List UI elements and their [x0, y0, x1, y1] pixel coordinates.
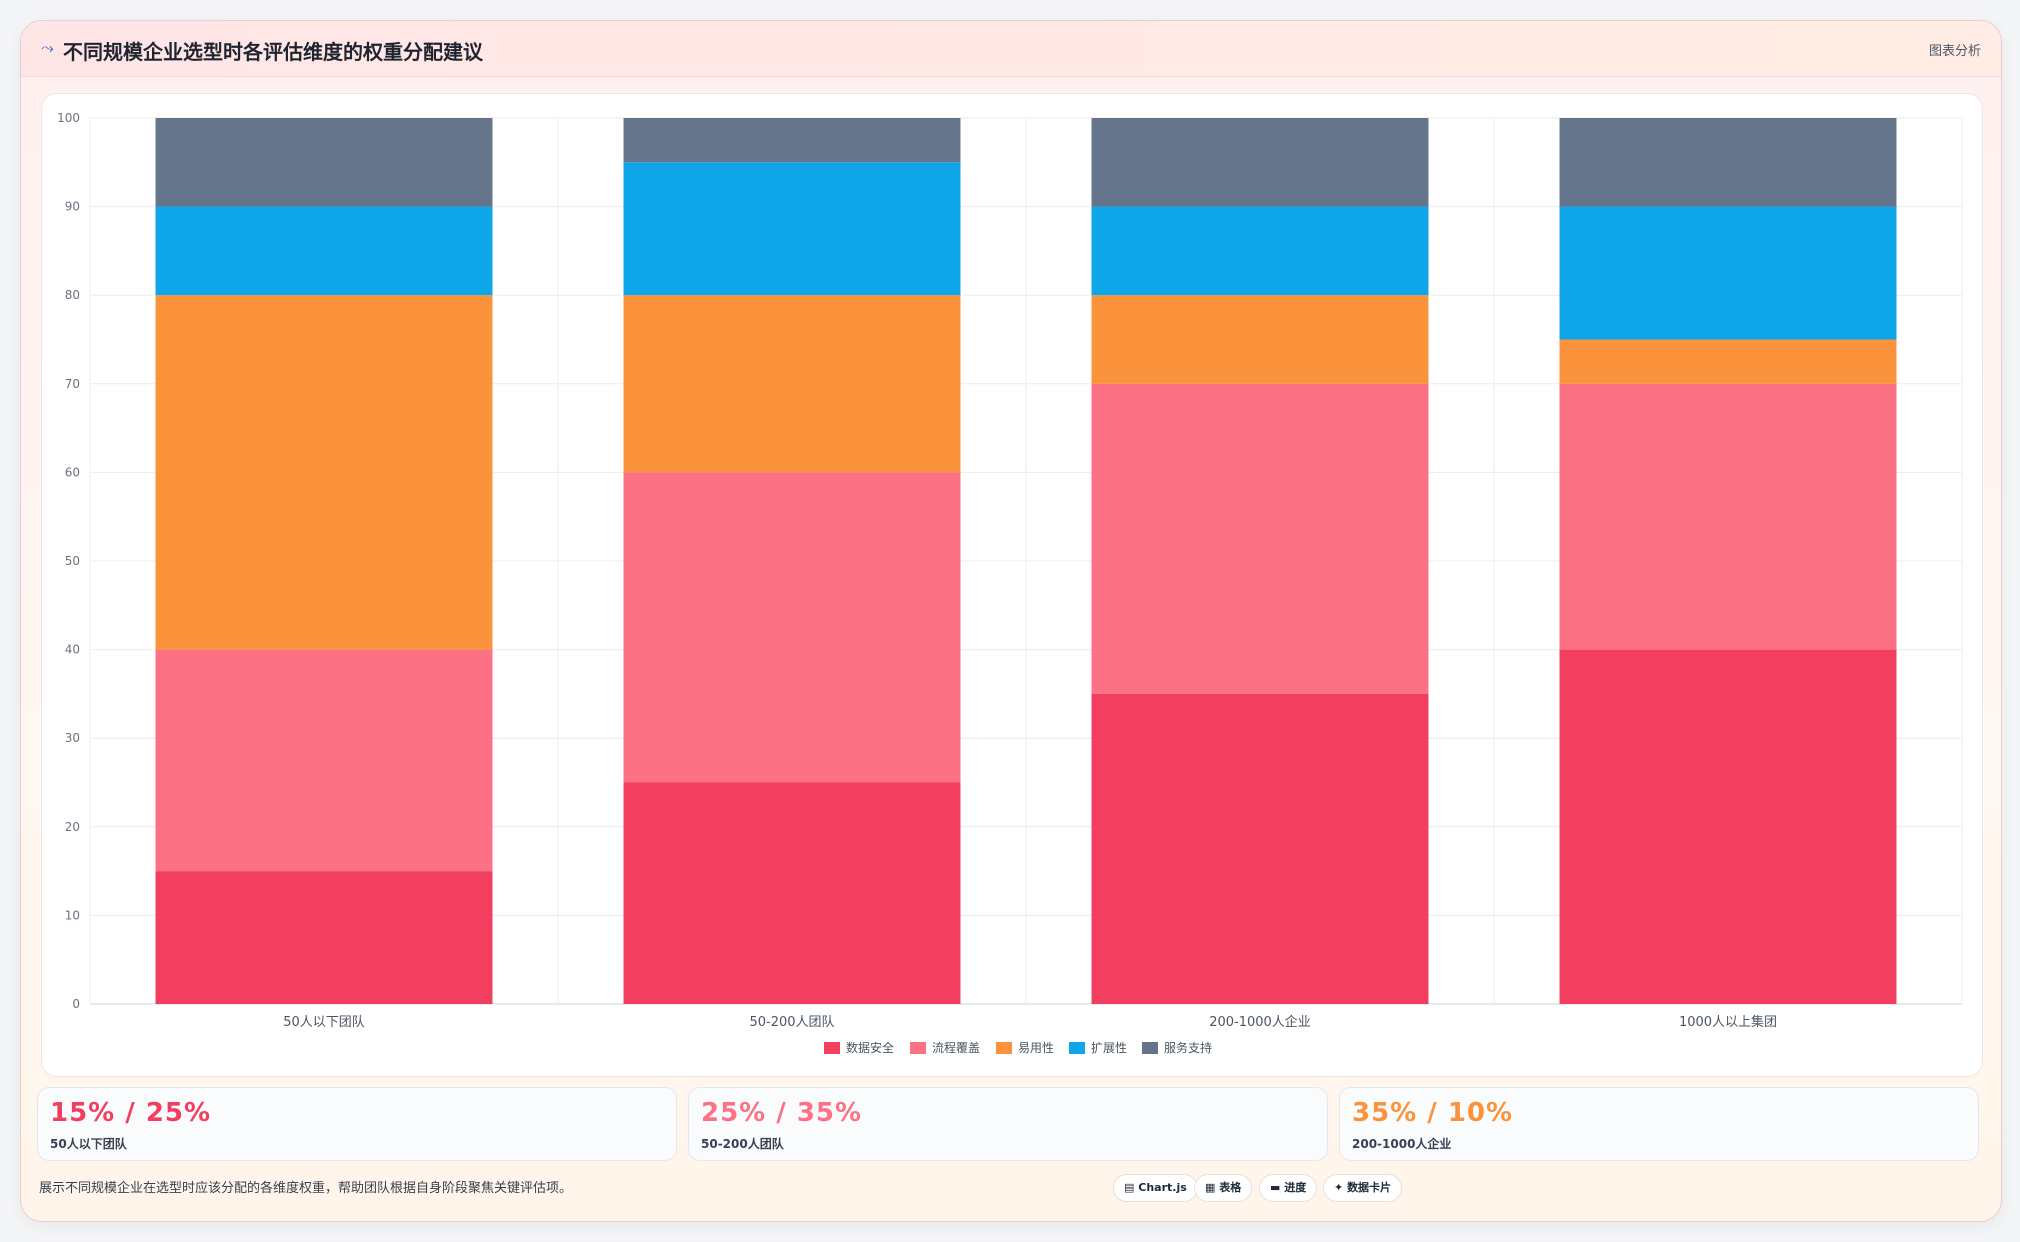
x-tick-label: 200-1000人企业 — [1209, 1014, 1311, 1030]
chart-panel: ⤳ 不同规模企业选型时各评估维度的权重分配建议 图表分析 0 10 20 30 40 50… — [20, 20, 2002, 1222]
panel-header: ⤳ 不同规模企业选型时各评估维度的权重分配建议 图表分析 — [21, 21, 2001, 77]
x-tick-label: 50人以下团队 — [283, 1015, 365, 1030]
bar-segment — [1091, 118, 1429, 207]
bar-segment — [155, 118, 493, 207]
stat-label: 200-1000人企业 — [1352, 1137, 1452, 1151]
bar-segment — [623, 118, 961, 163]
stat-card-2: 25% / 35% 50-200人团队 — [688, 1087, 1328, 1161]
tag-table[interactable]: ▦ 表格 — [1194, 1174, 1253, 1202]
chart-card: 0 10 20 30 40 50 60 70 80 90 100 50人以下团队 50-200人团队 20… — [41, 93, 1983, 1077]
y-tick-label: 80 — [65, 288, 80, 302]
y-tick-label: 60 — [65, 465, 80, 479]
tag-label: 进度 — [1284, 1181, 1307, 1194]
legend-swatch — [824, 1042, 840, 1054]
tag-label: Chart.js — [1138, 1181, 1187, 1194]
y-tick-label: 50 — [65, 554, 80, 568]
y-tick-label: 100 — [57, 111, 80, 125]
y-tick-label: 10 — [65, 908, 80, 922]
legend-swatch — [996, 1042, 1012, 1054]
bar-segment — [1559, 383, 1897, 650]
stat-value: 35% / 10% — [1352, 1098, 1514, 1128]
chart-analysis-badge: 图表分析 — [1928, 44, 1981, 59]
legend-swatch — [910, 1042, 926, 1054]
stat-label: 50-200人团队 — [701, 1137, 784, 1151]
stat-value: 25% / 35% — [701, 1098, 863, 1128]
legend-label: 扩展性 — [1091, 1041, 1127, 1055]
legend-label: 易用性 — [1018, 1041, 1054, 1055]
y-tick-label: 40 — [65, 643, 80, 657]
sparkle-icon: ✦ — [1334, 1181, 1344, 1194]
bar-segment — [1559, 206, 1897, 340]
tag-data-card[interactable]: ✦ 数据卡片 — [1323, 1174, 1403, 1202]
y-tick-label: 90 — [65, 200, 80, 214]
legend-label: 流程覆盖 — [932, 1040, 980, 1055]
tag-chartjs[interactable]: ▤ Chart.js — [1113, 1174, 1198, 1202]
bar-segment — [1559, 118, 1897, 207]
bar-segment — [1559, 339, 1897, 384]
bar-segment — [623, 295, 961, 473]
legend-label: 服务支持 — [1164, 1040, 1212, 1055]
tag-label: 数据卡片 — [1347, 1181, 1392, 1194]
bar-segment — [155, 649, 493, 872]
tag-progress[interactable]: ▬ 进度 — [1259, 1174, 1318, 1202]
y-tick-label: 30 — [65, 731, 80, 745]
tag-label: 表格 — [1219, 1181, 1242, 1194]
bar-segment — [623, 162, 961, 296]
stat-card-3: 35% / 10% 200-1000人企业 — [1339, 1087, 1979, 1161]
table-icon: ▦ — [1205, 1181, 1216, 1194]
bar-segment — [623, 782, 961, 1004]
page-title: 不同规模企业选型时各评估维度的权重分配建议 — [63, 40, 483, 64]
bar-segment — [1091, 206, 1429, 296]
stacked-bar-chart: 0 10 20 30 40 50 60 70 80 90 100 50人以下团队 50-200人团队 20… — [57, 111, 1963, 1055]
chart-line-icon: ⤳ — [41, 38, 54, 57]
bar-segment — [1091, 383, 1429, 694]
y-tick-label: 20 — [65, 820, 80, 834]
chart-icon: ▤ — [1124, 1181, 1135, 1194]
y-tick-label: 0 — [72, 997, 80, 1011]
progress-icon: ▬ — [1270, 1181, 1281, 1194]
bar-segment — [155, 295, 493, 650]
x-tick-label: 50-200人团队 — [749, 1015, 834, 1030]
stat-value: 15% / 25% — [50, 1098, 212, 1128]
bar-segment — [623, 472, 961, 783]
x-tick-label: 1000人以上集团 — [1679, 1014, 1777, 1030]
bar-segment — [155, 871, 493, 1004]
legend-swatch — [1142, 1042, 1158, 1054]
legend-swatch — [1069, 1042, 1085, 1054]
bar-segment — [155, 206, 493, 296]
stat-label: 50人以下团队 — [50, 1137, 127, 1151]
bar-segment — [1559, 649, 1897, 1004]
bar-segment — [1091, 693, 1429, 1004]
y-tick-label: 70 — [65, 377, 80, 391]
chart-description: 展示不同规模企业在选型时应该分配的各维度权重，帮助团队根据自身阶段聚焦关键评估项… — [39, 1181, 573, 1196]
legend-label: 数据安全 — [846, 1040, 894, 1055]
stat-card-1: 15% / 25% 50人以下团队 — [37, 1087, 677, 1161]
bar-segment — [1091, 295, 1429, 384]
